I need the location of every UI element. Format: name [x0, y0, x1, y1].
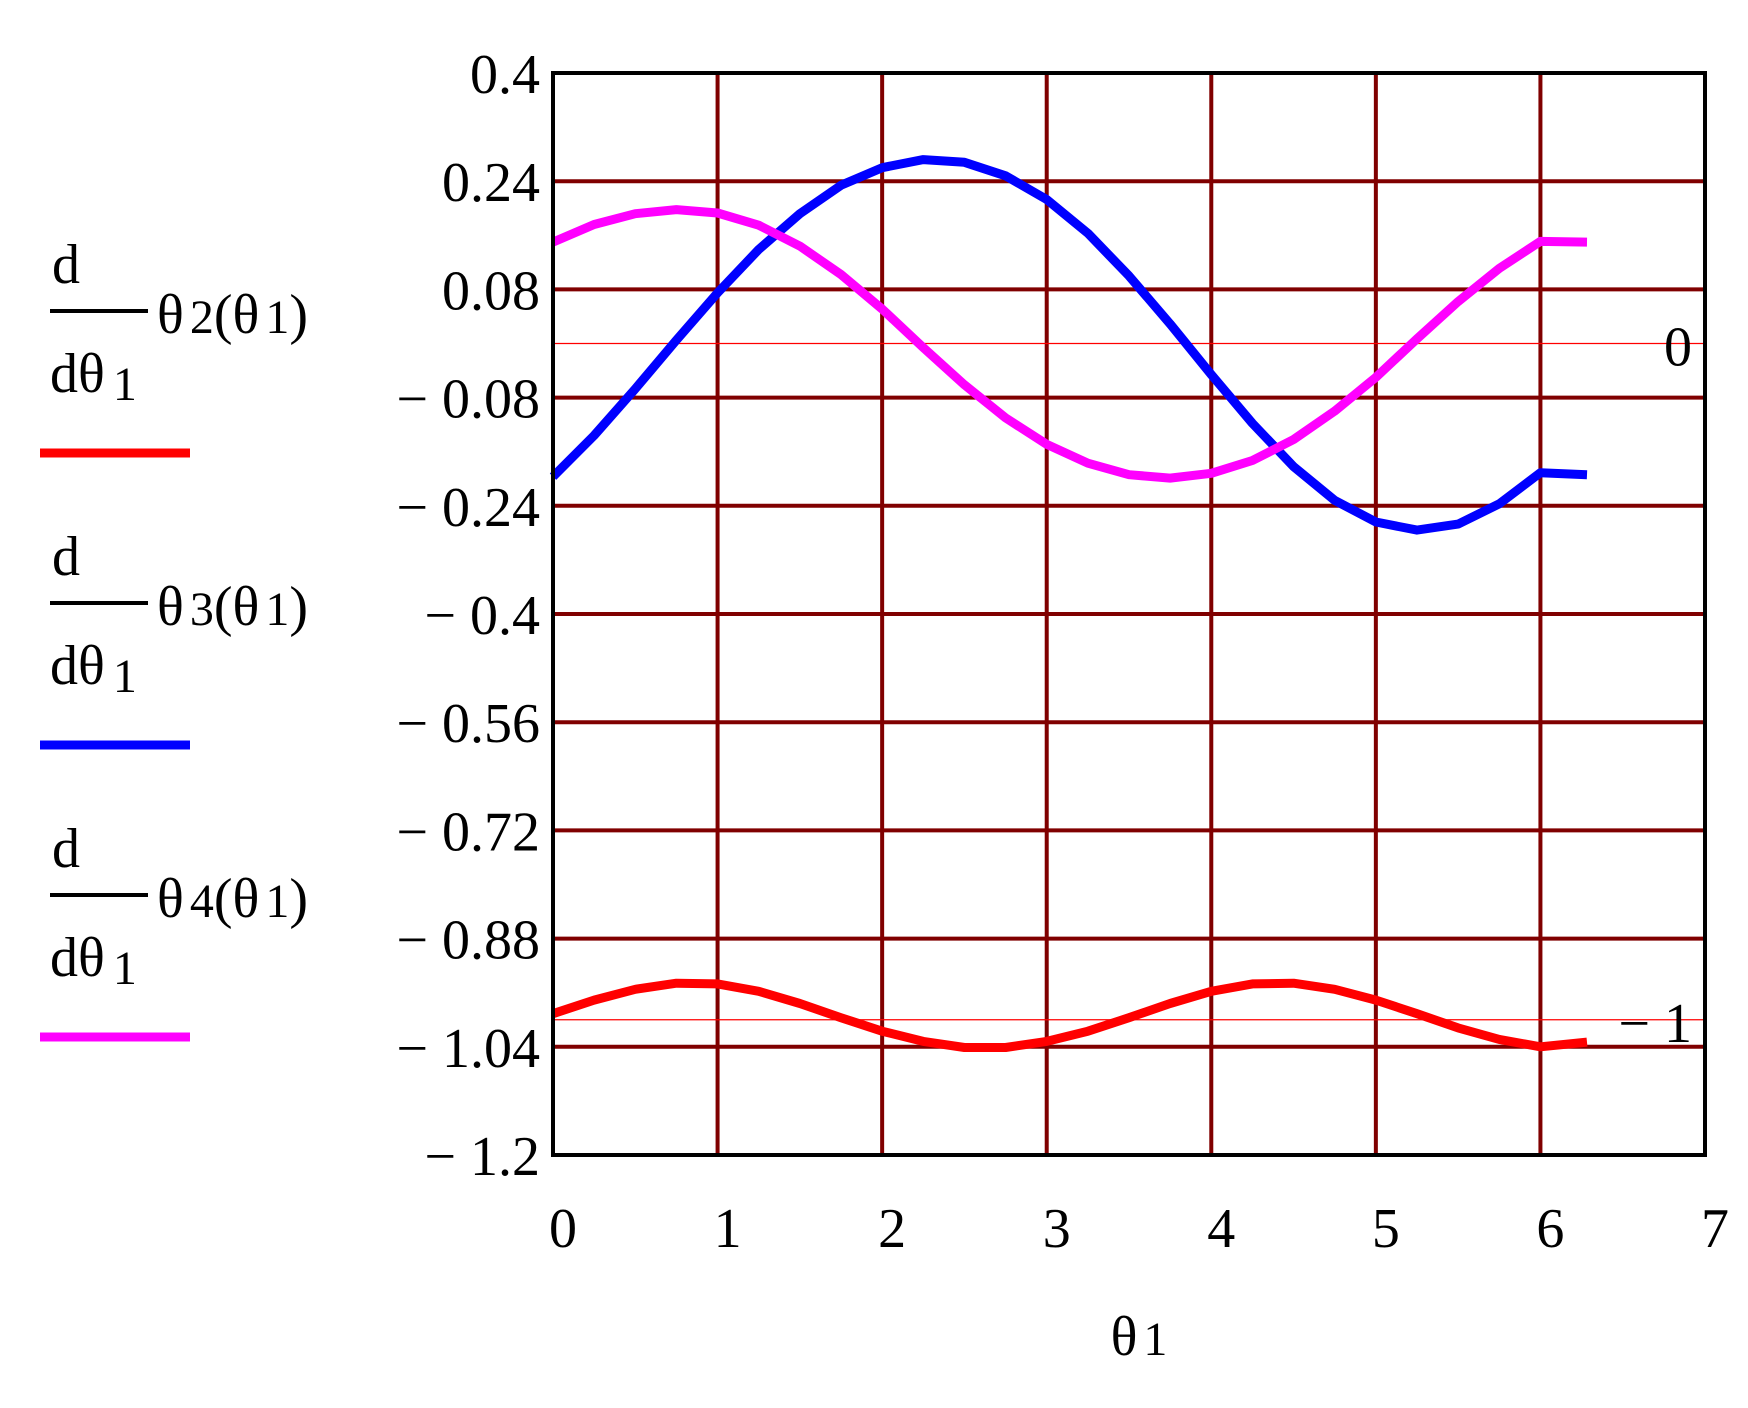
legend-numerator: d [52, 818, 80, 880]
x-tick-label: 1 [714, 1198, 742, 1260]
x-tick-label: 2 [878, 1198, 906, 1260]
marker-label: − 1 [1618, 993, 1692, 1055]
x-tick-label: 6 [1536, 1198, 1564, 1260]
marker-label: 0 [1664, 317, 1692, 379]
legend-function: θ 2(θ 1) [157, 284, 308, 346]
x-tick-label: 5 [1372, 1198, 1400, 1260]
legend-denominator: dθ 1 [50, 927, 137, 995]
x-tick-label: 4 [1207, 1198, 1235, 1260]
y-tick-label: 0.08 [442, 260, 540, 322]
y-tick-label: − 0.4 [424, 585, 540, 647]
x-axis-title-symbol: θ [1111, 1306, 1138, 1368]
series-group [549, 155, 1588, 1052]
y-tick-label: − 1.2 [424, 1126, 540, 1188]
legend-numerator: d [52, 526, 80, 588]
marker-lines: 0 − 1 [553, 317, 1705, 1055]
legend-entry: d dθ 1 θ 3(θ 1) [40, 526, 308, 750]
y-tick-label: − 0.08 [396, 369, 540, 431]
legend-function: θ 4(θ 1) [157, 868, 308, 930]
y-tick-label: − 0.56 [396, 693, 540, 755]
legend-denominator: dθ 1 [50, 635, 137, 703]
y-tick-label: 0.24 [442, 152, 540, 214]
legend-function: θ 3(θ 1) [157, 576, 308, 638]
legend-denominator: dθ 1 [50, 343, 137, 411]
x-tick-label: 0 [549, 1198, 577, 1260]
series-line-3 [551, 205, 1588, 483]
legend: d dθ 1 θ 2(θ 1) d dθ 1 θ 3(θ 1) d dθ 1 θ 4(θ 1) [40, 234, 308, 1042]
y-tick-label: − 0.88 [396, 910, 540, 972]
y-tick-label: − 0.72 [396, 801, 540, 863]
y-tick-label: 0.4 [470, 44, 540, 106]
x-tick-label: 3 [1043, 1198, 1071, 1260]
legend-entry: d dθ 1 θ 2(θ 1) [40, 234, 308, 458]
y-tick-label: − 0.24 [396, 477, 540, 539]
x-tick-labels: 0 1 2 3 4 5 6 7 [549, 1198, 1729, 1260]
x-tick-label: 7 [1701, 1198, 1729, 1260]
y-tick-label: − 1.04 [396, 1018, 540, 1080]
legend-entry: d dθ 1 θ 4(θ 1) [40, 818, 308, 1042]
grid [553, 73, 1705, 1155]
plot-frame [551, 71, 1707, 1157]
series-line-2 [549, 155, 1588, 535]
x-axis-title-sub: 1 [1143, 1313, 1167, 1366]
y-tick-labels: 0.4 0.24 0.08 − 0.08 − 0.24 − 0.4 − 0.56 − 0.72… [396, 44, 540, 1188]
series-line-1 [551, 978, 1588, 1052]
legend-numerator: d [52, 234, 80, 296]
